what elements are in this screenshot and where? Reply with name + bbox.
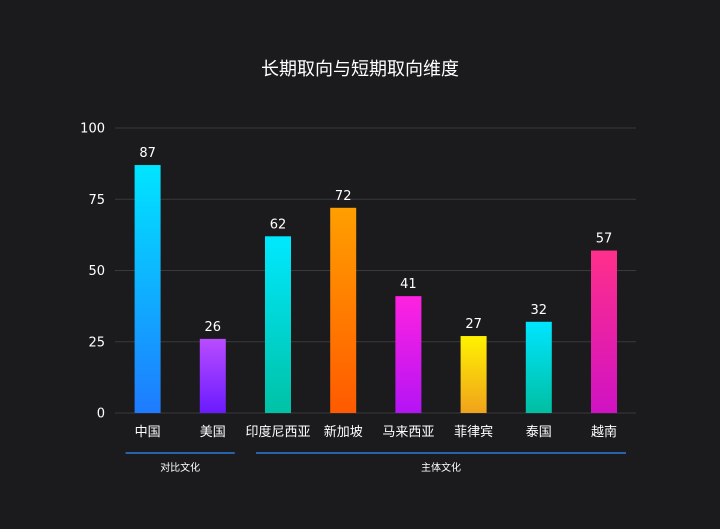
x-tick-label: 中国 — [135, 425, 161, 440]
bar — [330, 207, 357, 413]
x-tick-label: 美国 — [200, 425, 226, 440]
y-tick-label: 50 — [88, 264, 105, 279]
data-label: 57 — [596, 232, 613, 247]
bar — [395, 296, 422, 413]
group-label: 对比文化 — [160, 461, 200, 474]
bar — [460, 336, 487, 413]
data-label: 41 — [400, 277, 417, 292]
y-tick-label: 75 — [88, 193, 105, 208]
bar — [134, 165, 161, 413]
x-tick-label: 越南 — [591, 424, 617, 440]
y-tick-label: 100 — [80, 122, 105, 137]
y-tick-label: 25 — [88, 335, 105, 350]
bar — [525, 321, 552, 413]
group-label: 主体文化 — [421, 461, 461, 474]
data-label: 72 — [335, 189, 352, 204]
x-tick-label: 印度尼西亚 — [245, 424, 310, 440]
x-tick-label: 马来西亚 — [382, 425, 434, 440]
group-brackets: 对比文化 主体文化 — [125, 452, 626, 474]
data-label: 27 — [465, 317, 482, 332]
data-label: 62 — [270, 217, 287, 232]
data-label: 87 — [139, 146, 156, 161]
grid: 0 25 50 75 100 — [80, 122, 636, 422]
bar — [199, 338, 226, 413]
x-tick-label: 泰国 — [526, 425, 552, 440]
labels: 87 中国 26 美国 62 印度尼西亚 72 新加坡 41 马来西亚 27 菲律宾 32 泰国 57 越南 — [135, 146, 617, 440]
x-tick-label: 菲律宾 — [454, 424, 493, 440]
data-label: 26 — [205, 320, 222, 335]
data-label: 32 — [531, 303, 548, 318]
bar — [591, 250, 617, 413]
chart-title: 长期取向与短期取向维度 — [261, 59, 459, 80]
bar — [265, 236, 291, 413]
bars — [134, 165, 617, 413]
x-tick-label: 新加坡 — [324, 424, 363, 440]
y-tick-label: 0 — [97, 407, 105, 422]
